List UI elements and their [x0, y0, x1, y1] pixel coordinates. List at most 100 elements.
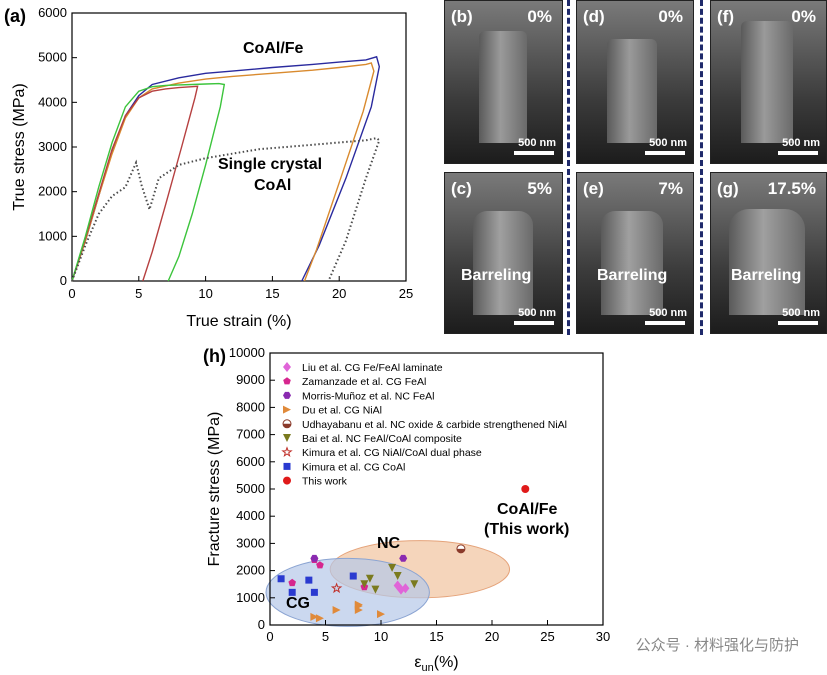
marker-hexagon: [283, 391, 291, 399]
scale-bar: [514, 321, 554, 325]
barreling-label: Barreling: [597, 267, 668, 284]
marker-diamond: [401, 583, 410, 594]
y-tick-label: 4000: [38, 94, 67, 109]
fracture-stress-chart: 0 5 10 15 20 25 30 0 1000 2000 3000 4000 5000 6000 700…: [206, 345, 610, 674]
this-work-annotation-2: (This work): [484, 521, 569, 538]
stress-strain-curve-2: [71, 62, 375, 282]
y-tick-label: 6000: [38, 5, 67, 20]
coal-annotation: CoAl: [254, 177, 291, 194]
legend-entry-2: Zamanzade et al. CG FeAl: [302, 376, 426, 388]
scale-label: 500 nm: [518, 137, 556, 149]
sem-label: (d): [583, 7, 605, 26]
marker-half-circle: [456, 544, 466, 554]
marker-half-circle-fill: [283, 423, 291, 428]
y-tick-label: 1000: [38, 228, 67, 243]
legend-entry-3: Morris-Muñoz et al. NC FeAl: [302, 390, 434, 402]
marker-square: [310, 588, 318, 596]
legend-entry-7: Kimura et al. CG NiAl/CoAl dual phase: [302, 447, 482, 459]
y-tick-label: 1000: [236, 590, 265, 605]
scale-label: 500 nm: [782, 137, 820, 149]
sem-panel-f: (f) 0% 500 nm: [710, 0, 827, 164]
sem-label: (e): [583, 179, 604, 198]
marker-pentagon: [288, 578, 296, 587]
strain-percent: 7%: [658, 179, 683, 198]
marker-star: [330, 582, 343, 594]
x-axis-label: True strain (%): [186, 313, 291, 330]
stress-strain-curve-1: [71, 55, 381, 282]
strain-percent: 5%: [527, 179, 552, 198]
marker-square: [277, 575, 285, 583]
y-axis-label: True stress (MPa): [11, 83, 28, 210]
x-tick-label: 0: [68, 286, 75, 301]
legend-entry-6: Bai et al. NC FeAl/CoAl composite: [302, 433, 462, 445]
barreling-label: Barreling: [461, 267, 532, 284]
x-tick-label: 10: [374, 629, 388, 644]
y-tick-label: 2000: [38, 184, 67, 199]
legend-entry-8: Kimura et al. CG CoAl: [302, 461, 405, 473]
marker-square: [283, 462, 291, 470]
sem-label: (g): [717, 179, 739, 198]
sem-label: (c): [451, 179, 472, 198]
y-axis-label: Fracture stress (MPa): [206, 412, 223, 567]
marker-star: [281, 446, 293, 458]
stress-strain-chart: 0 5 10 15 20 25 0 1000 2000 3000 4000 5000 6000 True …: [11, 5, 413, 330]
marker-triangle-down: [371, 585, 380, 594]
y-tick-label: 6000: [236, 454, 265, 469]
marker-triangle-right: [283, 405, 291, 414]
marker-half-circle-fill: [456, 548, 465, 553]
marker-hexagon: [310, 554, 319, 562]
strain-percent: 0%: [527, 7, 552, 26]
x-tick-label: 15: [265, 286, 279, 301]
y-tick-label: 8000: [236, 399, 265, 414]
plot-frame: [71, 12, 407, 282]
barreling-label: Barreling: [731, 267, 802, 284]
y-tick-label: 0: [60, 273, 67, 288]
strain-percent: 0%: [791, 7, 816, 26]
stress-strain-curve-5: [71, 137, 381, 282]
watermark: 公众号 · 材料强化与防护: [635, 637, 799, 654]
cg-annotation: CG: [286, 595, 310, 612]
stress-strain-curve-4: [71, 82, 226, 282]
scale-bar: [645, 151, 685, 155]
marker-triangle-down: [393, 572, 402, 581]
panel-h-label: (h): [203, 346, 226, 366]
sem-panel-e: (e) 7% Barreling 500 nm: [576, 172, 694, 334]
this-work-annotation-1: CoAl/Fe: [497, 501, 558, 518]
x-tick-label: 10: [198, 286, 212, 301]
y-tick-label: 4000: [236, 508, 265, 523]
x-tick-label: 0: [266, 629, 273, 644]
sem-label: (f): [717, 7, 734, 26]
x-tick-label: 25: [540, 629, 554, 644]
sem-label: (b): [451, 7, 473, 26]
scale-bar: [778, 321, 818, 325]
panel-divider: [700, 0, 703, 335]
y-tick-label: 5000: [38, 50, 67, 65]
marker-triangle-right: [315, 614, 324, 623]
panel-divider: [567, 0, 570, 335]
scale-label: 500 nm: [649, 137, 687, 149]
marker-triangle-right: [377, 610, 385, 619]
sem-panel-b: (b) 0% 500 nm: [444, 0, 563, 164]
coalfe-annotation: CoAl/Fe: [243, 40, 304, 57]
y-tick-label: 3000: [236, 535, 265, 550]
marker-circle: [283, 476, 291, 485]
marker-half-circle: [282, 419, 292, 429]
scale-label: 500 nm: [782, 307, 820, 319]
scale-bar: [778, 151, 818, 155]
sem-panel-g: (g) 17.5% Barreling 500 nm: [710, 172, 827, 334]
nc-annotation: NC: [377, 535, 401, 552]
y-tick-label: 3000: [38, 139, 67, 154]
marker-pentagon: [283, 377, 291, 385]
marker-triangle-down: [410, 580, 419, 589]
x-axis-label: εun(%): [414, 654, 458, 674]
scale-bar: [645, 321, 685, 325]
marker-triangle-right: [332, 606, 341, 615]
cg-region: [265, 557, 430, 627]
panel-a-label: (a): [4, 6, 26, 26]
scale-label: 500 nm: [518, 307, 556, 319]
legend-entry-4: Du et al. CG NiAl: [302, 405, 382, 417]
strain-percent: 17.5%: [767, 179, 816, 198]
y-tick-label: 7000: [236, 427, 265, 442]
marker-square: [349, 572, 357, 580]
